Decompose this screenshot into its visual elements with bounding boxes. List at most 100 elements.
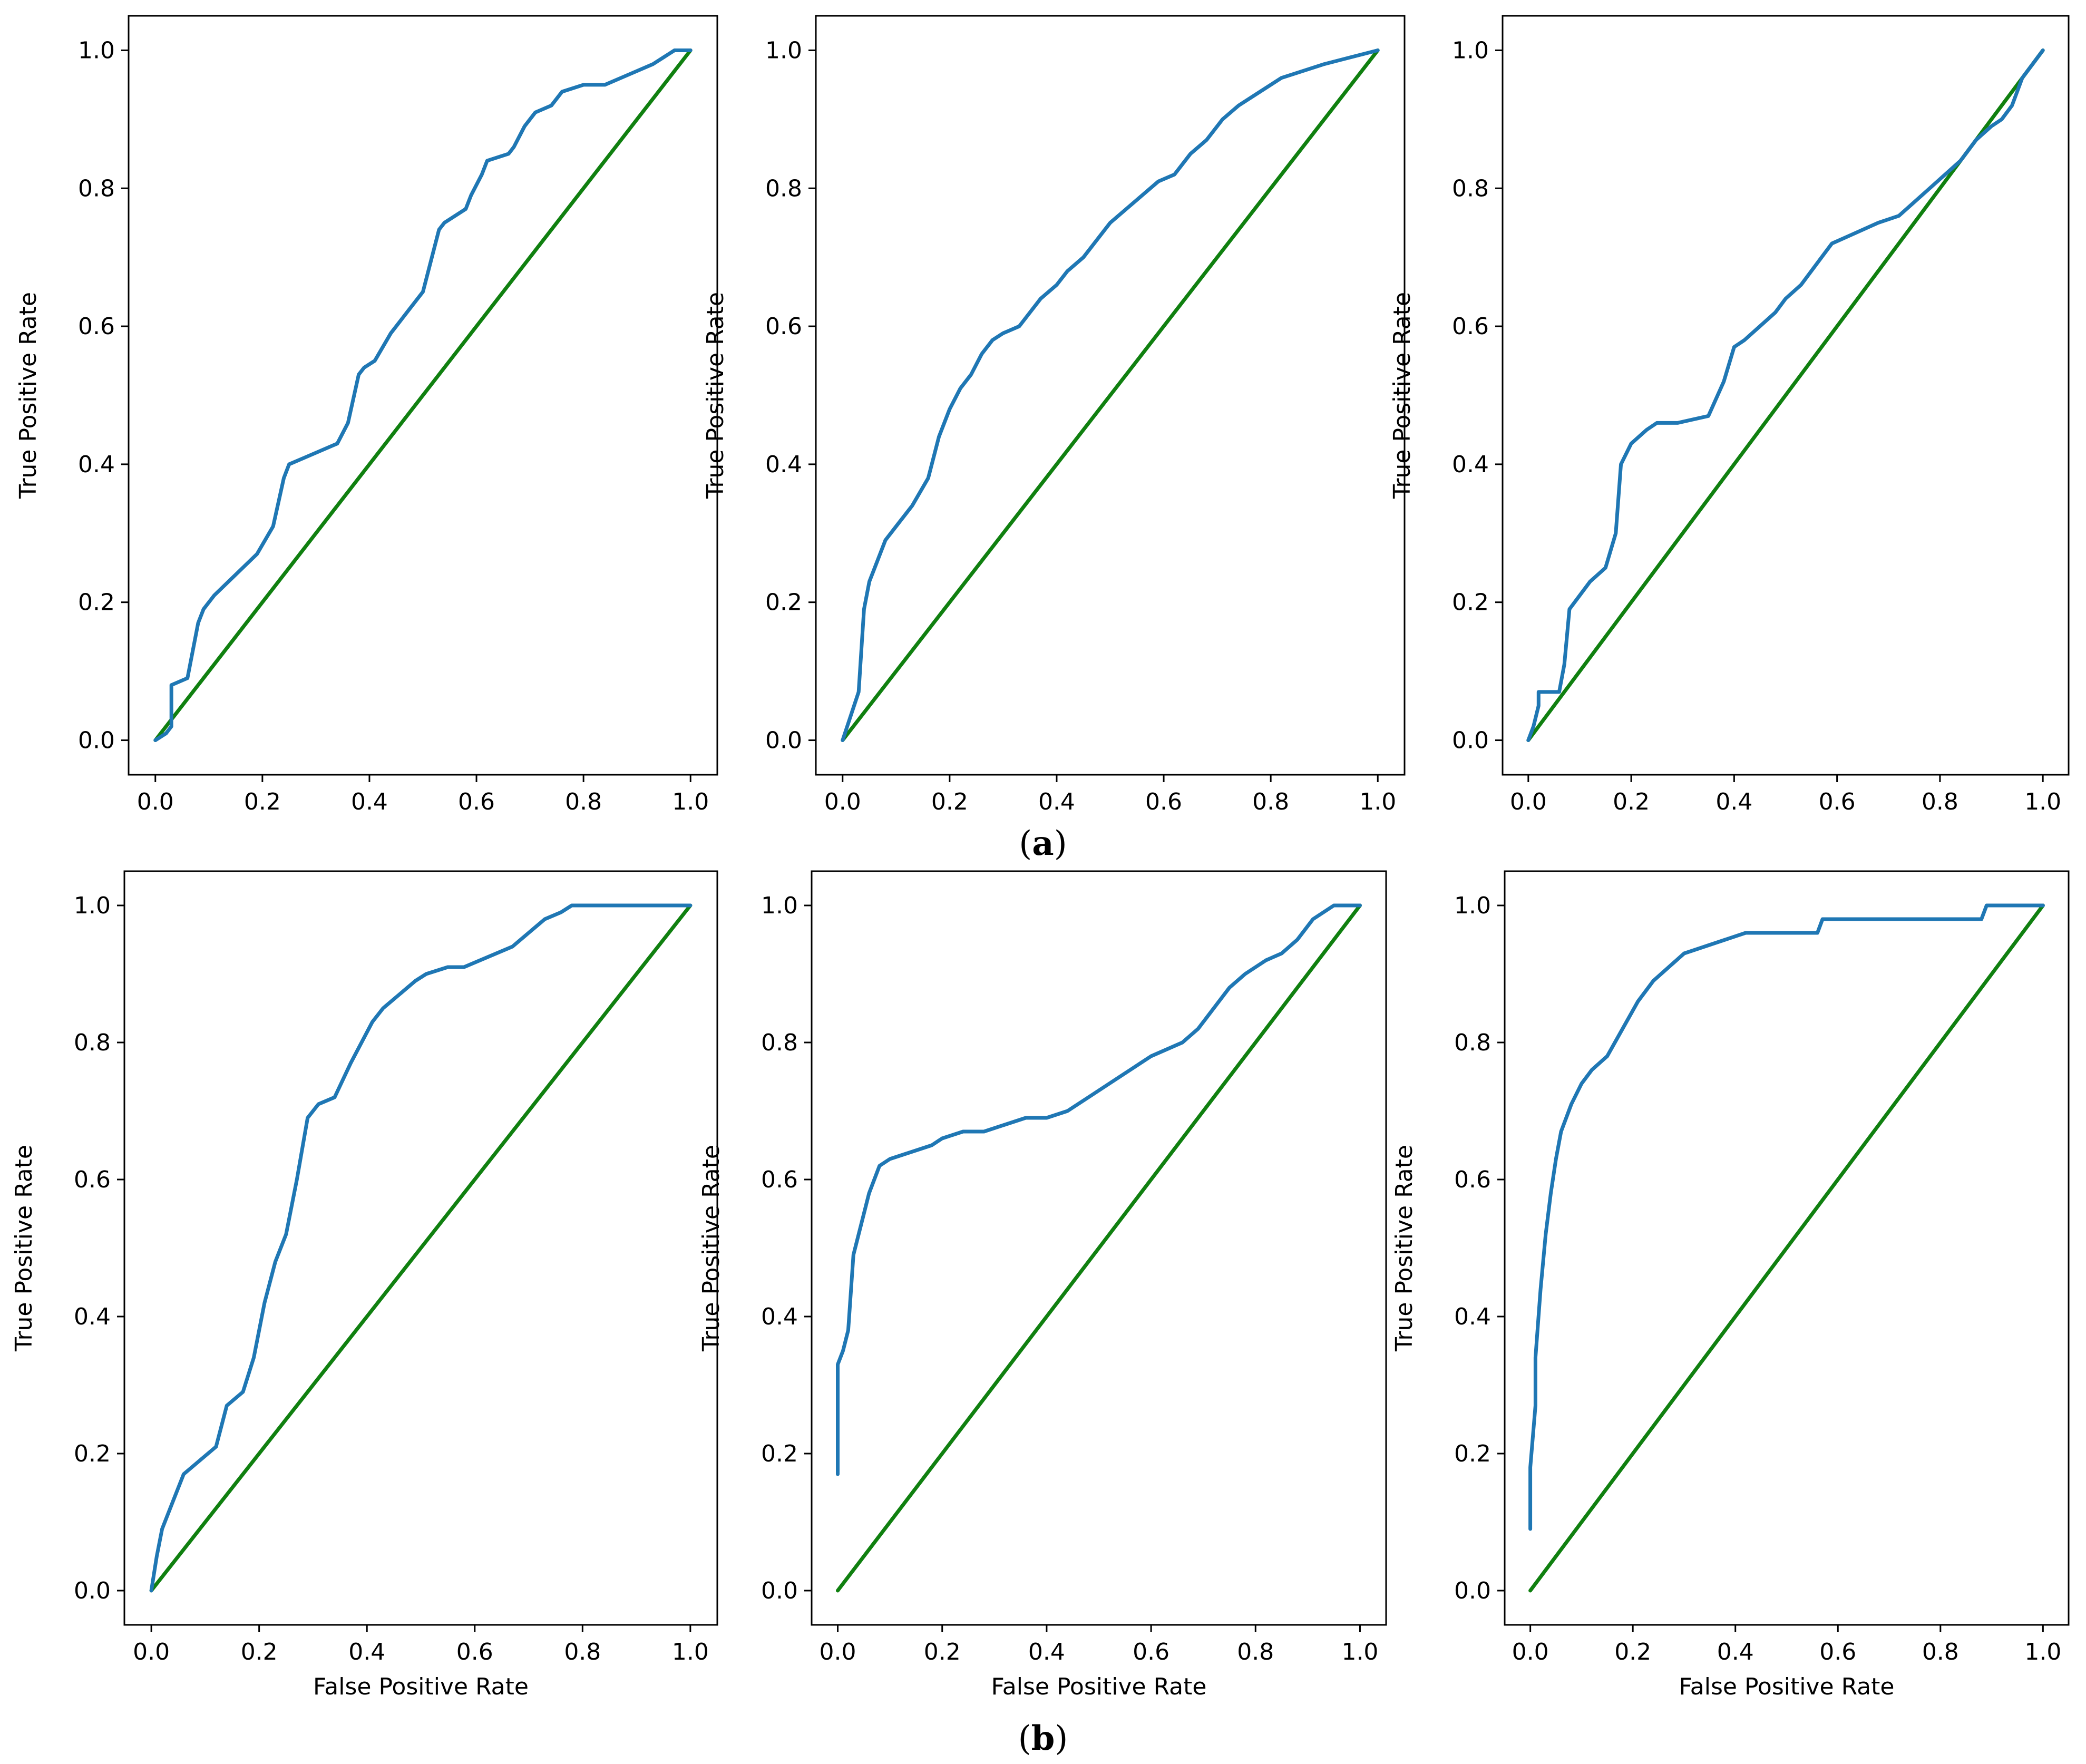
x-tick-label: 0.0 — [133, 1639, 170, 1665]
y-tick-label: 1.0 — [74, 892, 111, 919]
x-tick-label: 1.0 — [2024, 1639, 2061, 1665]
x-tick-label: 1.0 — [672, 1639, 709, 1665]
plot-frame — [815, 15, 1406, 776]
caption-a: (a) — [1019, 824, 1067, 863]
roc-curve-line — [153, 48, 693, 742]
x-axis-label: False Positive Rate — [991, 1673, 1207, 1700]
y-tick-label: 1.0 — [1454, 892, 1491, 919]
x-tick-label: 0.6 — [1819, 788, 1856, 815]
y-tick-label: 0.4 — [78, 451, 115, 478]
plot-frame — [123, 870, 718, 1626]
x-tick-label: 0.4 — [351, 788, 388, 815]
y-tick-label: 0.6 — [1454, 1166, 1491, 1193]
x-tick-label: 1.0 — [2024, 788, 2061, 815]
y-tick-label: 0.6 — [1452, 313, 1489, 340]
chance-diagonal-line — [841, 48, 1380, 742]
y-tick-label: 0.4 — [1454, 1303, 1491, 1330]
y-tick-label: 0.2 — [74, 1440, 111, 1467]
x-tick-label: 0.4 — [348, 1639, 385, 1665]
y-tick-label: 0.8 — [765, 175, 802, 202]
x-tick-label: 0.8 — [1237, 1639, 1274, 1665]
x-tick-label: 0.2 — [1614, 1639, 1651, 1665]
x-tick-label: 0.8 — [565, 788, 602, 815]
y-tick-label: 0.2 — [1452, 589, 1489, 616]
roc-subplot-bottom-right: 0.0 0.2 0.4 0.6 0.8 1.0 0.0 0.2 0.4 0.6 0.8 1.0 True… — [1391, 870, 2070, 1700]
roc-curve-line — [836, 903, 1362, 1476]
x-tick-label: 0.4 — [1715, 788, 1752, 815]
y-tick-label: 0.8 — [1454, 1029, 1491, 1056]
y-tick-label: 0.6 — [761, 1166, 798, 1193]
chance-diagonal-line — [149, 903, 693, 1593]
chance-diagonal-line — [836, 903, 1362, 1593]
x-tick-label: 0.6 — [1133, 1639, 1169, 1665]
x-tick-label: 0.0 — [1510, 788, 1547, 815]
y-tick-label: 1.0 — [765, 37, 802, 64]
x-tick-label: 0.2 — [241, 1639, 278, 1665]
y-tick-label: 0.4 — [761, 1303, 798, 1330]
x-tick-label: 0.2 — [931, 788, 968, 815]
roc-subplot-top-right: 0.0 0.2 0.4 0.6 0.8 1.0 0.0 0.2 0.4 0.6 0.8 1.0 True… — [1389, 15, 2070, 815]
x-tick-label: 0.8 — [1252, 788, 1289, 815]
x-tick-label: 1.0 — [672, 788, 709, 815]
y-axis-label: True Positive Rate — [698, 1145, 725, 1352]
y-tick-label: 0.2 — [78, 589, 115, 616]
x-tick-label: 0.8 — [1922, 1639, 1959, 1665]
y-tick-label: 0.6 — [78, 313, 115, 340]
x-tick-label: 0.4 — [1717, 1639, 1754, 1665]
y-tick-label: 0.0 — [1452, 727, 1489, 754]
y-tick-label: 0.2 — [1454, 1440, 1491, 1467]
y-axis-label: True Positive Rate — [1389, 292, 1416, 499]
y-tick-label: 0.0 — [765, 727, 802, 754]
y-tick-label: 0.8 — [74, 1029, 111, 1056]
roc-curve-line — [841, 48, 1380, 742]
x-tick-label: 0.6 — [1819, 1639, 1856, 1665]
y-tick-label: 0.0 — [74, 1577, 111, 1604]
chance-diagonal-line — [153, 48, 693, 742]
plot-frame — [811, 870, 1387, 1626]
roc-subplot-top-middle: 0.0 0.2 0.4 0.6 0.8 1.0 0.0 0.2 0.4 0.6 0.8 1.0 True… — [702, 15, 1406, 815]
x-tick-label: 0.0 — [1512, 1639, 1549, 1665]
y-tick-label: 1.0 — [1452, 37, 1489, 64]
roc-subplot-bottom-middle: 0.0 0.2 0.4 0.6 0.8 1.0 0.0 0.2 0.4 0.6 0.8 1.0 True… — [698, 870, 1387, 1700]
y-tick-label: 0.2 — [765, 589, 802, 616]
x-tick-label: 0.6 — [458, 788, 495, 815]
y-tick-label: 0.2 — [761, 1440, 798, 1467]
x-tick-label: 0.4 — [1028, 1639, 1065, 1665]
x-tick-label: 0.0 — [137, 788, 174, 815]
x-tick-label: 0.6 — [1145, 788, 1182, 815]
roc-curve-line — [1528, 903, 2045, 1531]
y-tick-label: 0.4 — [1452, 451, 1489, 478]
y-tick-label: 0.6 — [74, 1166, 111, 1193]
roc-subplot-bottom-left: 0.0 0.2 0.4 0.6 0.8 1.0 0.0 0.2 0.4 0.6 0.8 1.0 True… — [11, 870, 718, 1700]
y-tick-label: 0.4 — [74, 1303, 111, 1330]
x-tick-label: 0.0 — [820, 1639, 856, 1665]
roc-curve-line — [1526, 48, 2045, 742]
y-tick-label: 0.8 — [1452, 175, 1489, 202]
roc-curve-line — [149, 903, 693, 1593]
caption-b: (b) — [1018, 1719, 1068, 1758]
y-axis-label: True Positive Rate — [15, 292, 42, 499]
x-tick-label: 1.0 — [1359, 788, 1396, 815]
y-tick-label: 1.0 — [78, 37, 115, 64]
plot-frame — [128, 15, 718, 776]
x-axis-label: False Positive Rate — [1679, 1673, 1895, 1700]
x-tick-label: 0.4 — [1038, 788, 1075, 815]
plot-frame — [1502, 15, 2070, 776]
y-tick-label: 0.4 — [765, 451, 802, 478]
chance-diagonal-line — [1528, 903, 2045, 1593]
roc-subplot-top-left: 0.0 0.2 0.4 0.6 0.8 1.0 0.0 0.2 0.4 0.6 0.8 1.0 True… — [15, 15, 718, 815]
y-axis-label: True Positive Rate — [1391, 1145, 1418, 1352]
x-tick-label: 0.8 — [1922, 788, 1958, 815]
y-tick-label: 0.0 — [78, 727, 115, 754]
subplot-grid: 0.0 0.2 0.4 0.6 0.8 1.0 0.0 0.2 0.4 0.6 0.8 1.0 True… — [11, 15, 2070, 1700]
x-axis-label: False Positive Rate — [313, 1673, 529, 1700]
x-tick-label: 0.6 — [456, 1639, 493, 1665]
x-tick-label: 0.2 — [1613, 788, 1650, 815]
y-tick-label: 0.8 — [761, 1029, 798, 1056]
y-tick-label: 0.0 — [761, 1577, 798, 1604]
x-tick-label: 1.0 — [1341, 1639, 1378, 1665]
x-tick-label: 0.2 — [924, 1639, 961, 1665]
x-tick-label: 0.0 — [824, 788, 861, 815]
